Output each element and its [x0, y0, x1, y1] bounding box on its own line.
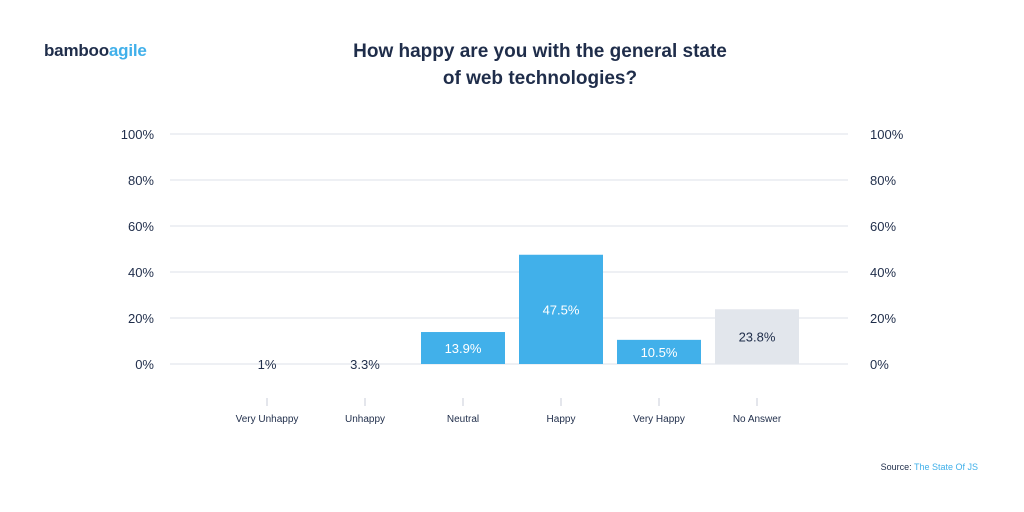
brand-name-part2: agile	[108, 41, 147, 60]
y-tick-label-left: 20%	[128, 311, 154, 326]
y-tick-label-left: 100%	[121, 127, 155, 142]
y-tick-label-right: 100%	[870, 127, 904, 142]
x-tick-label: Very Unhappy	[236, 414, 299, 425]
x-tick-label: Neutral	[447, 414, 479, 425]
data-label: 10.5%	[641, 345, 678, 360]
chart-title-line-1: How happy are you with the general state	[353, 41, 727, 62]
bar	[421, 332, 505, 364]
y-tick-label-left: 40%	[128, 265, 154, 280]
bar	[617, 339, 701, 364]
data-label: 1%	[258, 357, 277, 372]
x-tick-label: No Answer	[733, 414, 782, 425]
source-note: Source: The State Of JS	[881, 462, 978, 472]
source-link[interactable]: The State Of JS	[913, 462, 978, 472]
y-tick-label-right: 60%	[870, 219, 896, 234]
x-tick-label: Unhappy	[345, 414, 385, 425]
chart-title: How happy are you with the general state…	[230, 38, 850, 92]
y-tick-label-right: 40%	[870, 265, 896, 280]
bar	[715, 309, 799, 364]
y-tick-label-right: 80%	[870, 173, 896, 188]
data-label: 3.3%	[350, 357, 380, 372]
data-label: 47.5%	[543, 302, 580, 317]
y-tick-label-right: 20%	[870, 311, 896, 326]
chart-title-line-2: of web technologies?	[442, 68, 638, 89]
data-label: 13.9%	[445, 341, 482, 356]
brand-logo: bambooagile	[44, 41, 147, 61]
y-tick-label-left: 80%	[128, 173, 154, 188]
x-tick-label: Very Happy	[633, 414, 685, 425]
data-label: 23.8%	[739, 330, 776, 345]
x-tick-label: Happy	[547, 414, 576, 425]
source-label: Source:	[880, 462, 912, 472]
y-tick-label-left: 0%	[135, 357, 154, 372]
bar	[519, 254, 603, 364]
brand-name-part1: bamboo	[44, 41, 109, 60]
y-tick-label-right: 0%	[870, 357, 889, 372]
y-tick-label-left: 60%	[128, 219, 154, 234]
